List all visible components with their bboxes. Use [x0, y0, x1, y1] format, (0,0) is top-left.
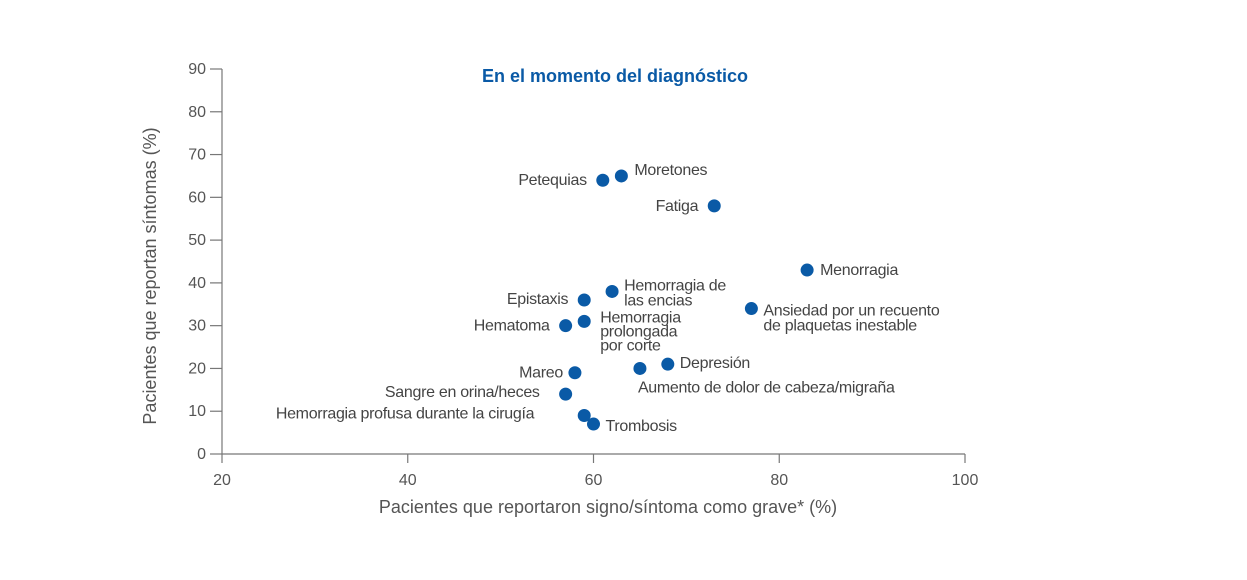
point-label: Ansiedad por un recuento de plaquetas ine…	[763, 303, 939, 335]
point-label: Fatiga	[656, 198, 699, 215]
point-label: Trombosis	[606, 418, 678, 435]
point-label: Menorragia	[820, 262, 898, 279]
point-label: Sangre en orina/heces	[385, 384, 540, 401]
y-axis-title: Pacientes que reportan síntomas (%)	[140, 127, 160, 424]
point-labels: Petequias Moretones Fatiga Menorragia Hemorr…	[276, 162, 940, 435]
x-tick-label: 60	[585, 472, 603, 489]
x-tick-label: 100	[952, 472, 979, 489]
y-tick-label: 70	[188, 147, 206, 164]
point-label: Hemorragia de las encias	[624, 277, 726, 309]
x-tick-label: 20	[213, 472, 231, 489]
y-tick-label: 50	[188, 232, 206, 249]
data-point	[568, 366, 582, 380]
data-point	[661, 357, 675, 371]
data-point	[605, 284, 619, 298]
point-label: Aumento de dolor de cabeza/migraña	[638, 379, 895, 396]
data-point	[559, 319, 573, 333]
data-point	[587, 417, 600, 431]
data-point	[577, 409, 591, 422]
y-tick-label: 60	[188, 189, 206, 206]
data-points	[559, 169, 814, 431]
y-tick-label: 40	[188, 275, 206, 292]
data-point	[614, 169, 628, 183]
y-axis-ticks: 0 10 20 30 40 50 60 70 80 90	[188, 61, 222, 463]
data-point	[707, 199, 721, 213]
y-tick-label: 20	[188, 360, 206, 377]
data-point	[559, 387, 573, 401]
data-point	[800, 263, 814, 277]
point-label: Petequias	[518, 172, 587, 189]
point-label: Epistaxis	[507, 291, 569, 308]
data-point	[744, 302, 758, 316]
point-label: Hemorragia prolongada por corte	[600, 309, 681, 354]
data-point	[577, 293, 591, 307]
y-tick-label: 80	[188, 104, 206, 121]
point-label: Hematoma	[474, 318, 550, 335]
point-label: Hemorragia profusa durante la cirugía	[276, 406, 535, 423]
point-label: Mareo	[519, 365, 563, 382]
y-tick-label: 10	[188, 403, 206, 420]
data-point	[633, 361, 647, 375]
data-point	[596, 173, 610, 187]
x-tick-label: 80	[770, 472, 788, 489]
x-axis-ticks: 20 40 60 80 100	[213, 454, 978, 489]
y-tick-label: 30	[188, 318, 206, 335]
y-tick-label: 90	[188, 61, 206, 78]
point-label: Depresión	[680, 355, 750, 372]
y-tick-label: 0	[197, 446, 206, 463]
x-axis-title: Pacientes que reportaron signo/síntoma c…	[379, 497, 837, 517]
x-tick-label: 40	[399, 472, 417, 489]
data-point	[577, 314, 591, 328]
point-label: Moretones	[634, 162, 707, 179]
chart-title: En el momento del diagnóstico	[482, 66, 748, 86]
